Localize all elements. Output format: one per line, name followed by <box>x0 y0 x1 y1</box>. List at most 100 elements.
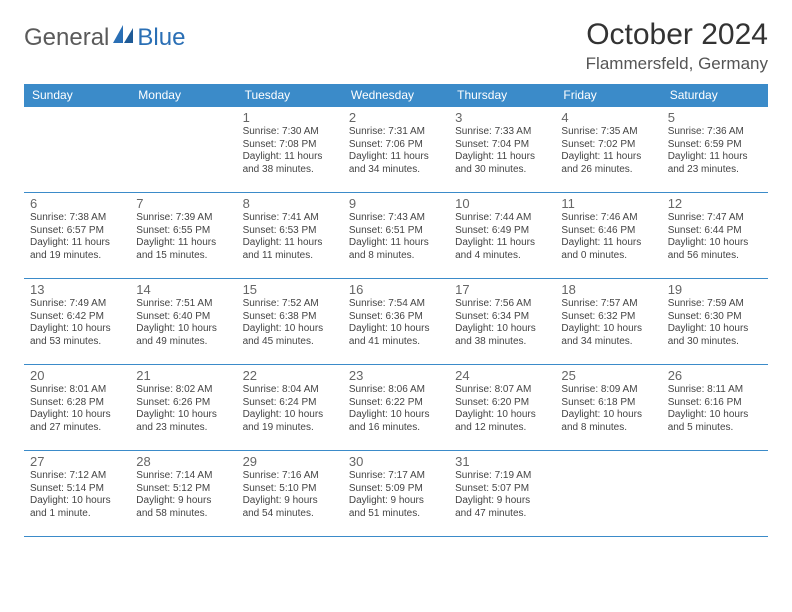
sunset-text: Sunset: 6:18 PM <box>561 397 655 410</box>
sunrise-text: Sunrise: 8:09 AM <box>561 384 655 397</box>
calendar-cell: 4Sunrise: 7:35 AMSunset: 7:02 PMDaylight… <box>555 107 661 193</box>
calendar-cell: 8Sunrise: 7:41 AMSunset: 6:53 PMDaylight… <box>237 193 343 279</box>
day-number: 20 <box>30 368 124 383</box>
sunrise-text: Sunrise: 7:57 AM <box>561 298 655 311</box>
daylight-text: Daylight: 11 hours and 15 minutes. <box>136 237 230 262</box>
day-number: 6 <box>30 196 124 211</box>
logo: General Blue <box>24 24 185 52</box>
day-number: 21 <box>136 368 230 383</box>
daylight-text: Daylight: 11 hours and 26 minutes. <box>561 151 655 176</box>
daylight-text: Daylight: 10 hours and 53 minutes. <box>30 323 124 348</box>
sunrise-text: Sunrise: 7:43 AM <box>349 212 443 225</box>
calendar-cell: 11Sunrise: 7:46 AMSunset: 6:46 PMDayligh… <box>555 193 661 279</box>
calendar-cell: 26Sunrise: 8:11 AMSunset: 6:16 PMDayligh… <box>662 365 768 451</box>
day-header: Tuesday <box>237 84 343 107</box>
daylight-text: Daylight: 9 hours and 54 minutes. <box>243 495 337 520</box>
sunset-text: Sunset: 5:10 PM <box>243 483 337 496</box>
calendar-table: Sunday Monday Tuesday Wednesday Thursday… <box>24 84 768 537</box>
day-number: 3 <box>455 110 549 125</box>
day-number: 14 <box>136 282 230 297</box>
sunset-text: Sunset: 6:46 PM <box>561 225 655 238</box>
day-header: Wednesday <box>343 84 449 107</box>
sunset-text: Sunset: 6:30 PM <box>668 311 762 324</box>
sunrise-text: Sunrise: 7:16 AM <box>243 470 337 483</box>
daylight-text: Daylight: 11 hours and 38 minutes. <box>243 151 337 176</box>
month-title: October 2024 <box>586 18 768 52</box>
daylight-text: Daylight: 10 hours and 19 minutes. <box>243 409 337 434</box>
daylight-text: Daylight: 10 hours and 12 minutes. <box>455 409 549 434</box>
sunrise-text: Sunrise: 7:14 AM <box>136 470 230 483</box>
calendar-cell: 2Sunrise: 7:31 AMSunset: 7:06 PMDaylight… <box>343 107 449 193</box>
day-number: 31 <box>455 454 549 469</box>
day-header: Monday <box>130 84 236 107</box>
calendar-cell: 21Sunrise: 8:02 AMSunset: 6:26 PMDayligh… <box>130 365 236 451</box>
daylight-text: Daylight: 10 hours and 23 minutes. <box>136 409 230 434</box>
sunset-text: Sunset: 5:09 PM <box>349 483 443 496</box>
sunrise-text: Sunrise: 7:51 AM <box>136 298 230 311</box>
calendar-cell: 9Sunrise: 7:43 AMSunset: 6:51 PMDaylight… <box>343 193 449 279</box>
daylight-text: Daylight: 10 hours and 49 minutes. <box>136 323 230 348</box>
sunrise-text: Sunrise: 7:17 AM <box>349 470 443 483</box>
sunset-text: Sunset: 6:16 PM <box>668 397 762 410</box>
daylight-text: Daylight: 11 hours and 34 minutes. <box>349 151 443 176</box>
day-number: 1 <box>243 110 337 125</box>
sunrise-text: Sunrise: 7:38 AM <box>30 212 124 225</box>
sunrise-text: Sunrise: 7:56 AM <box>455 298 549 311</box>
sunrise-text: Sunrise: 8:01 AM <box>30 384 124 397</box>
calendar-cell: 15Sunrise: 7:52 AMSunset: 6:38 PMDayligh… <box>237 279 343 365</box>
calendar-cell: 24Sunrise: 8:07 AMSunset: 6:20 PMDayligh… <box>449 365 555 451</box>
daylight-text: Daylight: 10 hours and 8 minutes. <box>561 409 655 434</box>
daylight-text: Daylight: 9 hours and 51 minutes. <box>349 495 443 520</box>
sunrise-text: Sunrise: 7:49 AM <box>30 298 124 311</box>
sunrise-text: Sunrise: 7:12 AM <box>30 470 124 483</box>
day-number: 26 <box>668 368 762 383</box>
calendar-cell: 3Sunrise: 7:33 AMSunset: 7:04 PMDaylight… <box>449 107 555 193</box>
sunset-text: Sunset: 6:38 PM <box>243 311 337 324</box>
day-number: 19 <box>668 282 762 297</box>
calendar-cell: 12Sunrise: 7:47 AMSunset: 6:44 PMDayligh… <box>662 193 768 279</box>
calendar-cell <box>24 107 130 193</box>
daylight-text: Daylight: 11 hours and 4 minutes. <box>455 237 549 262</box>
daylight-text: Daylight: 11 hours and 0 minutes. <box>561 237 655 262</box>
sunrise-text: Sunrise: 7:19 AM <box>455 470 549 483</box>
calendar-cell: 22Sunrise: 8:04 AMSunset: 6:24 PMDayligh… <box>237 365 343 451</box>
day-header: Thursday <box>449 84 555 107</box>
day-number: 5 <box>668 110 762 125</box>
day-number: 22 <box>243 368 337 383</box>
calendar-cell: 28Sunrise: 7:14 AMSunset: 5:12 PMDayligh… <box>130 451 236 537</box>
daylight-text: Daylight: 10 hours and 30 minutes. <box>668 323 762 348</box>
calendar-week-row: 1Sunrise: 7:30 AMSunset: 7:08 PMDaylight… <box>24 107 768 193</box>
sunset-text: Sunset: 6:34 PM <box>455 311 549 324</box>
logo-word2: Blue <box>137 24 185 52</box>
calendar-week-row: 6Sunrise: 7:38 AMSunset: 6:57 PMDaylight… <box>24 193 768 279</box>
calendar-cell: 25Sunrise: 8:09 AMSunset: 6:18 PMDayligh… <box>555 365 661 451</box>
header: General Blue October 2024 Flammersfeld, … <box>24 18 768 74</box>
sunrise-text: Sunrise: 7:36 AM <box>668 126 762 139</box>
calendar-cell: 10Sunrise: 7:44 AMSunset: 6:49 PMDayligh… <box>449 193 555 279</box>
sunset-text: Sunset: 7:08 PM <box>243 139 337 152</box>
calendar-week-row: 20Sunrise: 8:01 AMSunset: 6:28 PM Dayligh… <box>24 365 768 451</box>
day-header-row: Sunday Monday Tuesday Wednesday Thursday… <box>24 84 768 107</box>
sunset-text: Sunset: 6:51 PM <box>349 225 443 238</box>
calendar-week-row: 13Sunrise: 7:49 AMSunset: 6:42 PMDayligh… <box>24 279 768 365</box>
sunset-text: Sunset: 6:32 PM <box>561 311 655 324</box>
sunset-text: Sunset: 6:53 PM <box>243 225 337 238</box>
day-number: 17 <box>455 282 549 297</box>
day-number: 28 <box>136 454 230 469</box>
calendar-cell: 18Sunrise: 7:57 AMSunset: 6:32 PMDayligh… <box>555 279 661 365</box>
day-number: 24 <box>455 368 549 383</box>
sunrise-text: Sunrise: 7:44 AM <box>455 212 549 225</box>
sunrise-text: Sunrise: 7:47 AM <box>668 212 762 225</box>
daylight-text: Daylight: 9 hours and 58 minutes. <box>136 495 230 520</box>
sunset-text: Sunset: 6:36 PM <box>349 311 443 324</box>
sunset-text: Sunset: 7:02 PM <box>561 139 655 152</box>
sunrise-text: Sunrise: 8:07 AM <box>455 384 549 397</box>
sunset-text: Sunset: 6:28 PM <box>30 397 124 410</box>
calendar-cell: 20Sunrise: 8:01 AMSunset: 6:28 PMDayligh… <box>24 365 130 451</box>
sunset-text: Sunset: 6:49 PM <box>455 225 549 238</box>
day-number: 9 <box>349 196 443 211</box>
day-number: 29 <box>243 454 337 469</box>
daylight-text: Daylight: 10 hours and 1 minute. <box>30 495 124 520</box>
logo-word1: General <box>24 24 109 52</box>
daylight-text: Daylight: 10 hours and 38 minutes. <box>455 323 549 348</box>
